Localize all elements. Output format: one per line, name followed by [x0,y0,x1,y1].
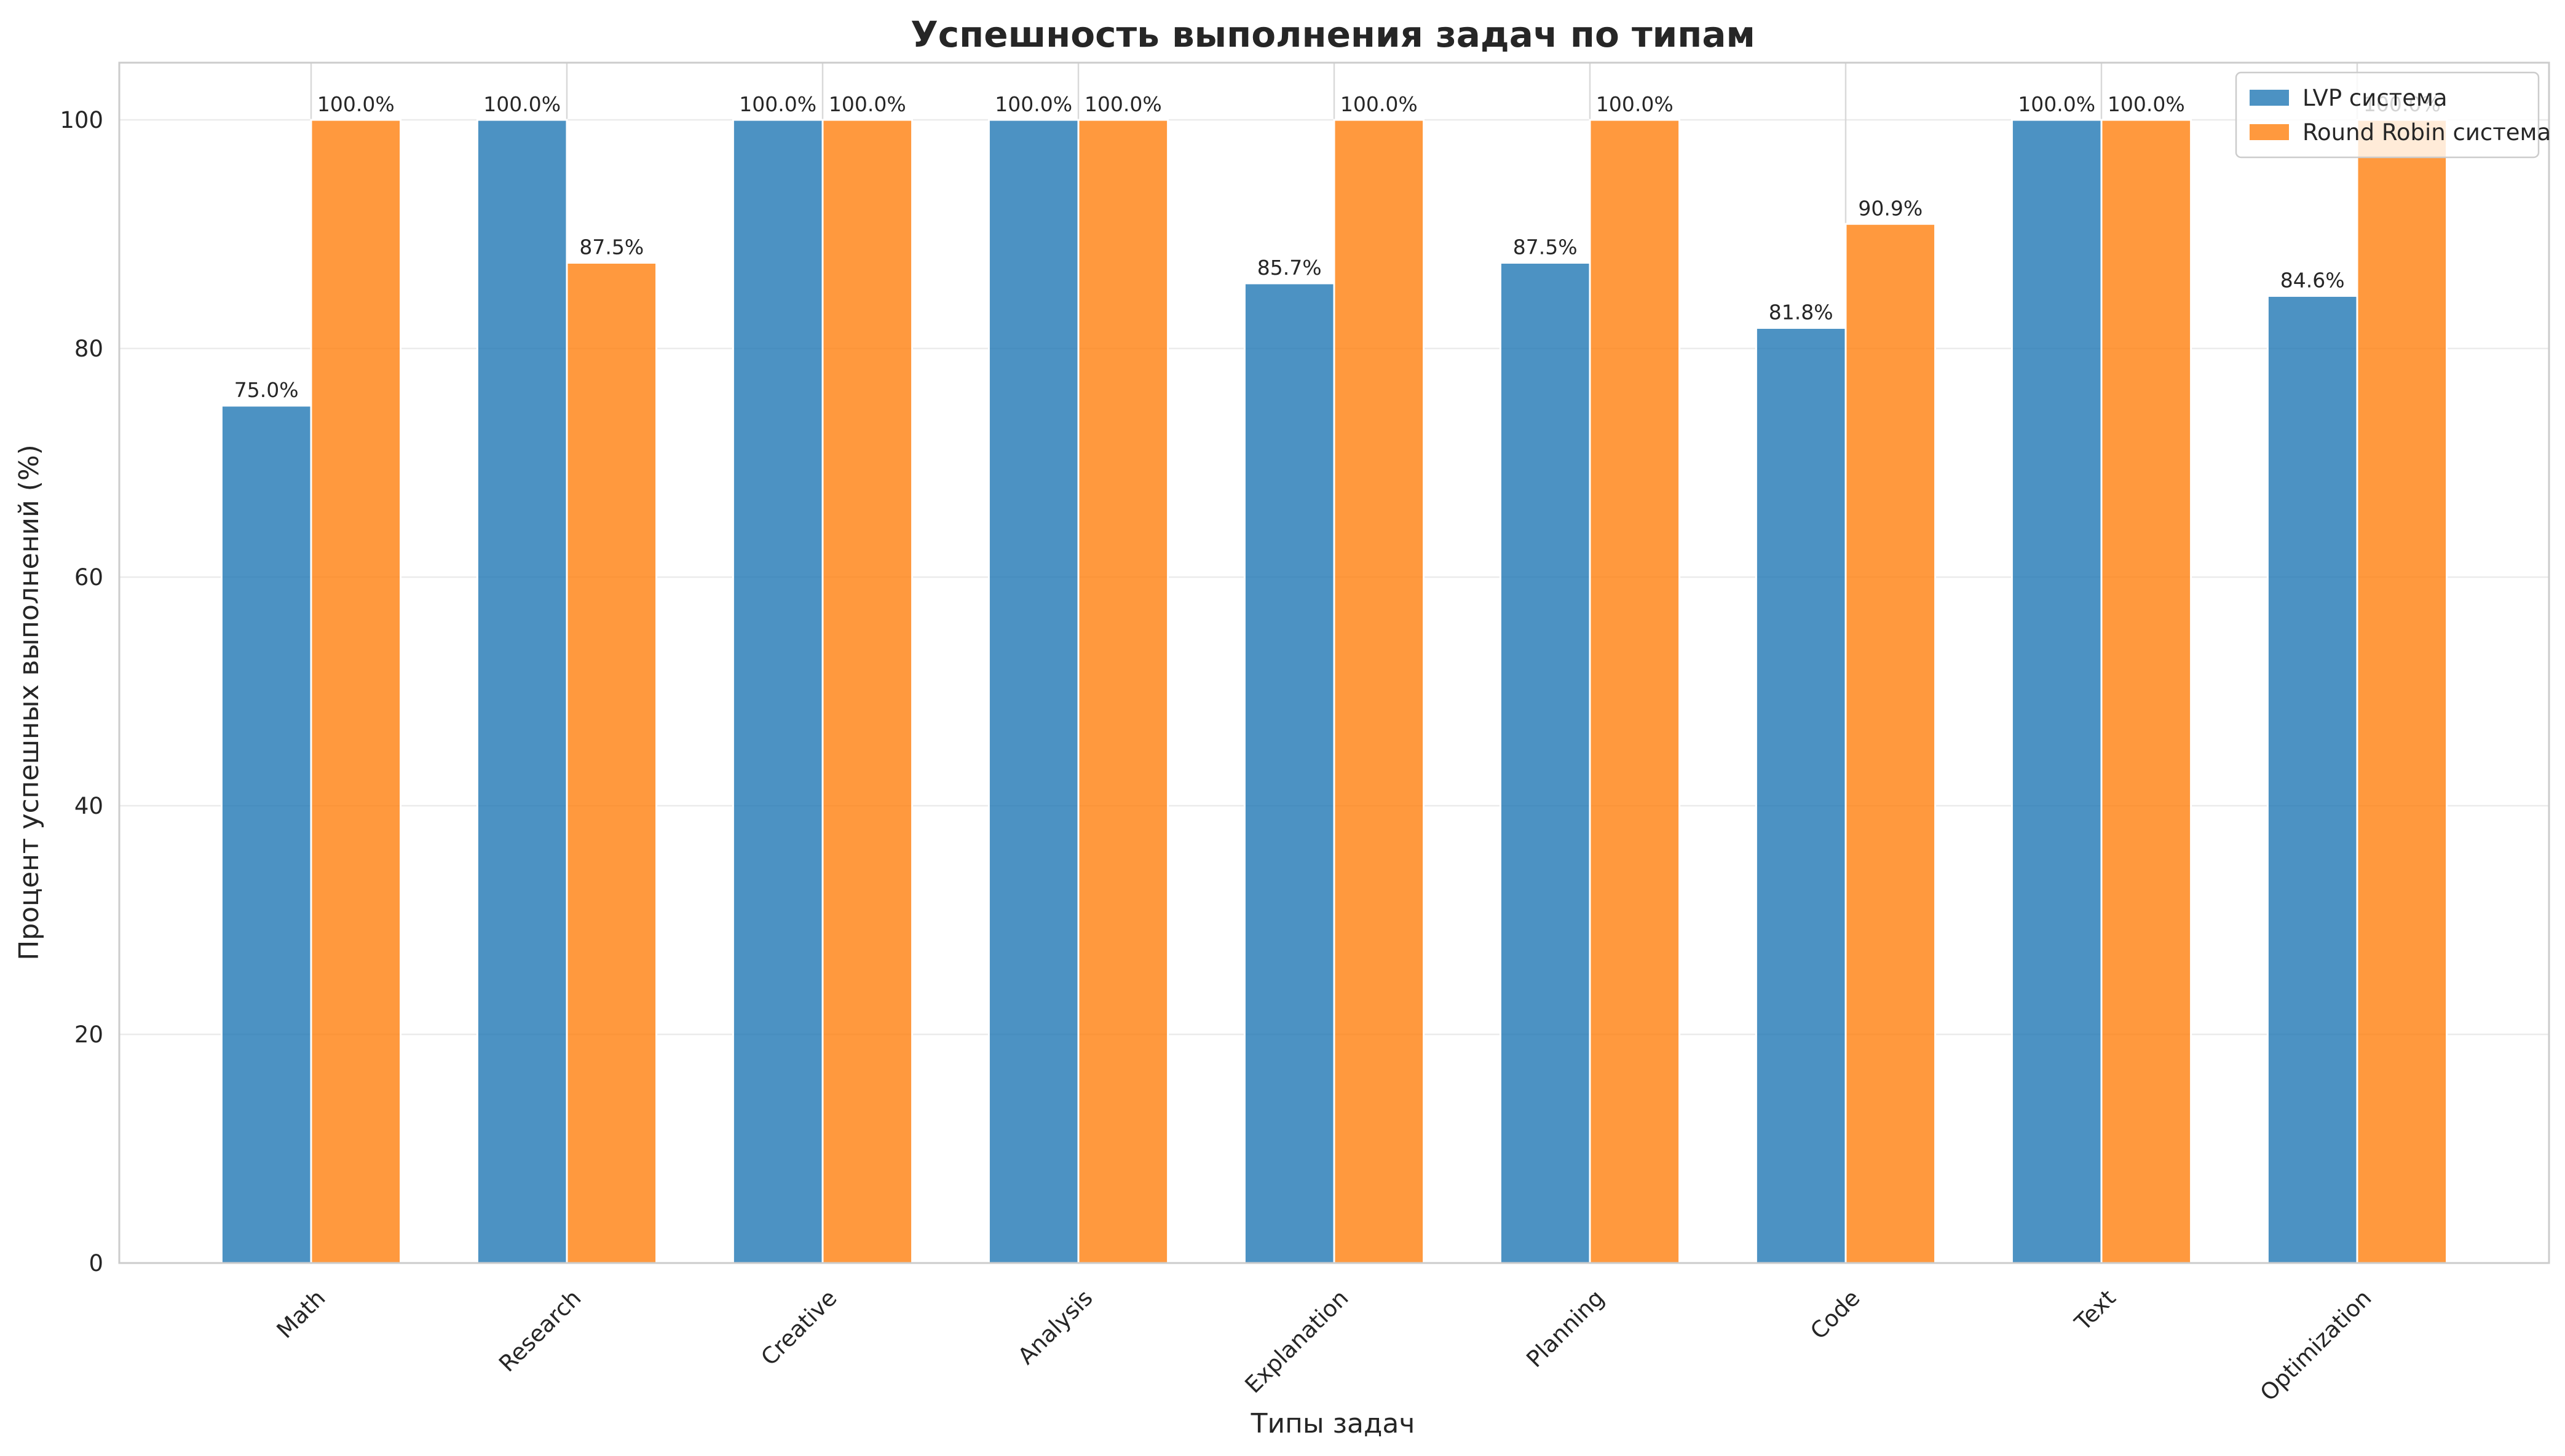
y-tick-label: 40 [74,793,103,819]
bar-value-label: 100.0% [317,92,395,116]
legend: LVP система Round Robin система [2235,71,2551,159]
bar-value-label: 90.9% [1858,196,1923,220]
bars [220,119,2448,1264]
bar-round-robin-analysis [1077,119,1169,1264]
bar-lvp-math [220,404,312,1264]
bar-lvp-analysis [987,119,1080,1264]
bar-value-label: 100.0% [1085,92,1162,116]
plot-frame [118,61,2550,1264]
bar-lvp-code [1755,327,1847,1264]
bar-lvp-explanation [1243,282,1335,1264]
y-tick-label: 20 [74,1021,103,1048]
bar-round-robin-optimization [2356,119,2448,1264]
bar-value-label: 100.0% [739,92,816,116]
bar-value-label: 100.0% [1596,92,1674,116]
bar-round-robin-explanation [1333,119,1425,1264]
bar-round-robin-creative [821,119,914,1264]
bar-value-label: 100.0% [1340,92,1418,116]
bar-lvp-optimization [2266,294,2358,1264]
y-tick-label: 80 [74,336,103,362]
bar-value-label: 100.0% [483,92,561,116]
y-tick-label: 100 [60,107,103,133]
legend-box [2235,71,2540,159]
bar-value-label: 100.0% [995,92,1072,116]
x-axis-label: Типы задач [1251,1408,1415,1439]
bar-round-robin-planning [1589,119,1681,1264]
bar-lvp-creative [732,119,824,1264]
bar-value-label: 100.0% [2018,92,2095,116]
y-tick-label: 60 [74,564,103,591]
bar-value-label: 81.8% [1769,301,1833,325]
legend-label: LVP система [2302,85,2448,111]
chart-title: Успешность выполнения задач по типам [911,14,1755,55]
bar-lvp-research [476,119,568,1264]
bar-value-label: 84.6% [2280,268,2345,292]
y-axis-ticks: 0 20 40 60 80 100 [60,107,103,1277]
y-tick-label: 0 [89,1250,103,1277]
legend-label: Round Robin система [2302,119,2551,146]
legend-swatch [2250,90,2289,106]
bar-value-label: 85.7% [1257,256,1322,280]
bar-round-robin-math [310,119,402,1264]
bar-value-label: 87.5% [1513,235,1578,259]
bar-round-robin-research [566,262,658,1264]
y-axis-label: Процент успешных выполнений (%) [14,444,45,961]
bar-value-label: 75.0% [234,378,299,402]
bar-value-label: 87.5% [579,235,644,259]
bar-round-robin-code [1844,222,1937,1264]
bar-value-label: 100.0% [829,92,906,116]
bar-round-robin-text [2100,119,2192,1264]
bar-lvp-planning [1499,262,1591,1264]
legend-swatch [2250,124,2289,140]
bar-value-label: 100.0% [2108,92,2185,116]
bar-lvp-text [2010,119,2103,1264]
